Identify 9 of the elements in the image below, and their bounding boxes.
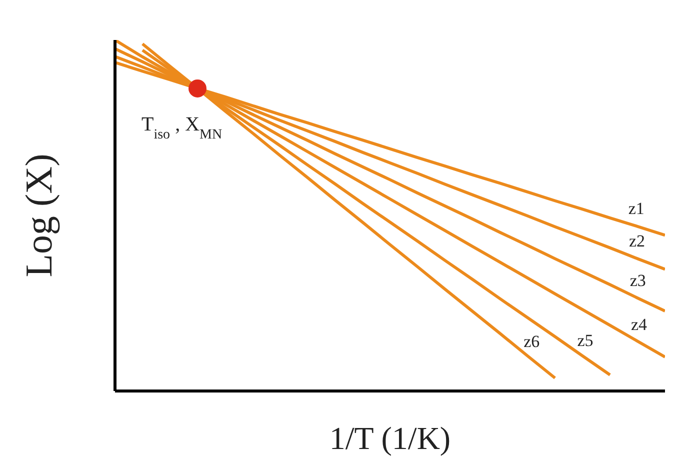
series-label: z3 <box>630 271 646 290</box>
series-label: z5 <box>577 330 594 350</box>
series-label: z4 <box>630 315 648 334</box>
annotation: T$_{iso}$, X$_{MN}$ <box>142 113 222 142</box>
series-label: z6 <box>524 332 540 352</box>
x-axis-title: 1/T (1/K) <box>329 420 451 456</box>
y-axis-title: Log (X) <box>18 154 60 278</box>
series-label: z2 <box>628 231 646 250</box>
series-label: z1 <box>628 199 644 218</box>
